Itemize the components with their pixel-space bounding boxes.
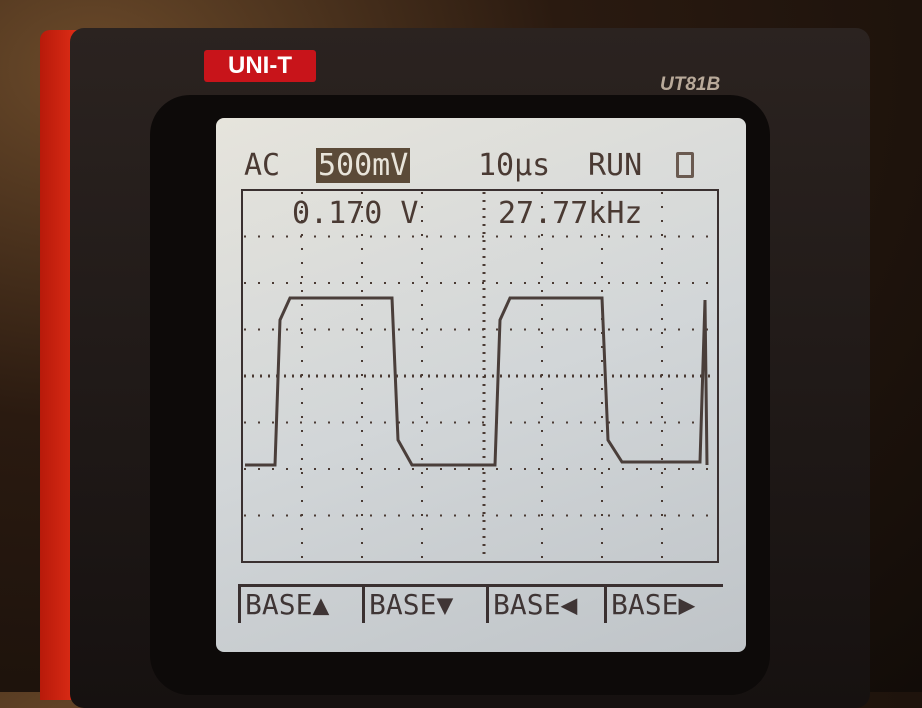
battery-icon	[676, 152, 694, 178]
softkey-base-up[interactable]: BASE▲	[238, 584, 363, 623]
arrow-right-icon: ▶	[678, 588, 696, 621]
square-wave-trace	[245, 296, 709, 467]
voltage-readout: 0.170 V	[292, 196, 419, 231]
softkey-base-down[interactable]: BASE▼	[362, 584, 487, 623]
frequency-readout: 27.77kHz	[498, 196, 643, 231]
arrow-down-icon: ▼	[436, 588, 454, 621]
run-state: RUN	[588, 148, 643, 183]
coupling-label: AC	[244, 148, 281, 183]
arrow-up-icon: ▲	[312, 588, 330, 621]
graticule-frame	[241, 189, 719, 563]
brand-logo: UNI-T	[204, 50, 316, 82]
waveform-display	[241, 189, 719, 563]
time-div: 10µs	[478, 148, 551, 183]
softkey-base-right[interactable]: BASE▶	[604, 584, 723, 623]
softkey-base-left[interactable]: BASE◀	[486, 584, 605, 623]
volts-div: 500mV	[316, 148, 411, 183]
model-label: UT81B	[660, 74, 721, 95]
arrow-left-icon: ◀	[560, 588, 578, 621]
